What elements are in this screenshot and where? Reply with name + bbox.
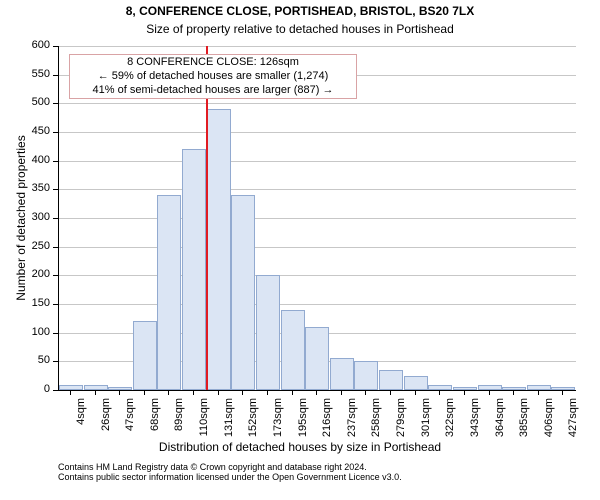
y-tick-label: 350 — [20, 182, 50, 194]
x-tick — [390, 390, 391, 395]
x-tick — [292, 390, 293, 395]
x-tick — [538, 390, 539, 395]
y-tick — [53, 161, 58, 162]
x-tick — [193, 390, 194, 395]
x-tick — [464, 390, 465, 395]
y-tick-label: 200 — [20, 268, 50, 280]
histogram-bar — [305, 327, 329, 390]
histogram-bar — [231, 195, 255, 390]
x-tick — [267, 390, 268, 395]
y-tick-label: 550 — [20, 68, 50, 80]
histogram-bar — [527, 385, 551, 390]
y-tick — [53, 333, 58, 334]
gridline-h — [59, 46, 576, 47]
chart-root: { "title": "8, CONFERENCE CLOSE, PORTISH… — [0, 0, 600, 500]
gridline-h — [59, 304, 576, 305]
x-tick — [489, 390, 490, 395]
x-tick — [119, 390, 120, 395]
x-tick — [562, 390, 563, 395]
gridline-h — [59, 247, 576, 248]
y-tick-label: 600 — [20, 39, 50, 51]
y-tick-label: 50 — [20, 354, 50, 366]
histogram-bar — [478, 385, 502, 390]
histogram-bar — [84, 385, 108, 390]
y-tick-label: 450 — [20, 125, 50, 137]
x-tick — [439, 390, 440, 395]
x-tick — [316, 390, 317, 395]
x-tick — [242, 390, 243, 395]
gridline-h — [59, 132, 576, 133]
histogram-bar — [354, 361, 378, 390]
x-tick — [144, 390, 145, 395]
x-tick — [365, 390, 366, 395]
chart-subtitle: Size of property relative to detached ho… — [0, 22, 600, 36]
y-tick-label: 400 — [20, 154, 50, 166]
gridline-h — [59, 161, 576, 162]
histogram-bar — [404, 376, 428, 390]
x-tick — [415, 390, 416, 395]
annotation-box: 8 CONFERENCE CLOSE: 126sqm← 59% of detac… — [69, 54, 357, 99]
histogram-bar — [59, 385, 83, 390]
y-tick-label: 500 — [20, 96, 50, 108]
histogram-bar — [207, 109, 231, 390]
y-tick-label: 250 — [20, 240, 50, 252]
histogram-bar — [379, 370, 403, 390]
histogram-bar — [281, 310, 305, 390]
gridline-h — [59, 103, 576, 104]
histogram-bar — [133, 321, 157, 390]
histogram-bar — [256, 275, 280, 390]
y-tick-label: 0 — [20, 383, 50, 395]
gridline-h — [59, 275, 576, 276]
x-tick — [513, 390, 514, 395]
histogram-bar — [157, 195, 181, 390]
y-tick — [53, 390, 58, 391]
footer-attribution: Contains HM Land Registry data © Crown c… — [58, 462, 402, 482]
y-tick — [53, 247, 58, 248]
histogram-bar — [502, 387, 526, 390]
x-tick — [218, 390, 219, 395]
y-tick — [53, 189, 58, 190]
y-tick — [53, 275, 58, 276]
x-axis-label: Distribution of detached houses by size … — [0, 440, 600, 454]
plot-area: 8 CONFERENCE CLOSE: 126sqm← 59% of detac… — [58, 46, 576, 391]
histogram-bar — [330, 358, 354, 390]
chart-title: 8, CONFERENCE CLOSE, PORTISHEAD, BRISTOL… — [0, 4, 600, 18]
y-tick — [53, 46, 58, 47]
y-tick — [53, 75, 58, 76]
histogram-bar — [551, 387, 575, 390]
y-tick-label: 100 — [20, 326, 50, 338]
gridline-h — [59, 189, 576, 190]
x-tick — [168, 390, 169, 395]
gridline-h — [59, 218, 576, 219]
histogram-bar — [108, 387, 132, 390]
y-tick-label: 150 — [20, 297, 50, 309]
y-tick — [53, 361, 58, 362]
x-tick — [95, 390, 96, 395]
x-tick — [341, 390, 342, 395]
histogram-bar — [453, 387, 477, 390]
y-tick — [53, 103, 58, 104]
y-tick-label: 300 — [20, 211, 50, 223]
y-tick — [53, 218, 58, 219]
y-tick — [53, 304, 58, 305]
histogram-bar — [428, 385, 452, 390]
histogram-bar — [182, 149, 206, 390]
y-tick — [53, 132, 58, 133]
x-tick — [70, 390, 71, 395]
